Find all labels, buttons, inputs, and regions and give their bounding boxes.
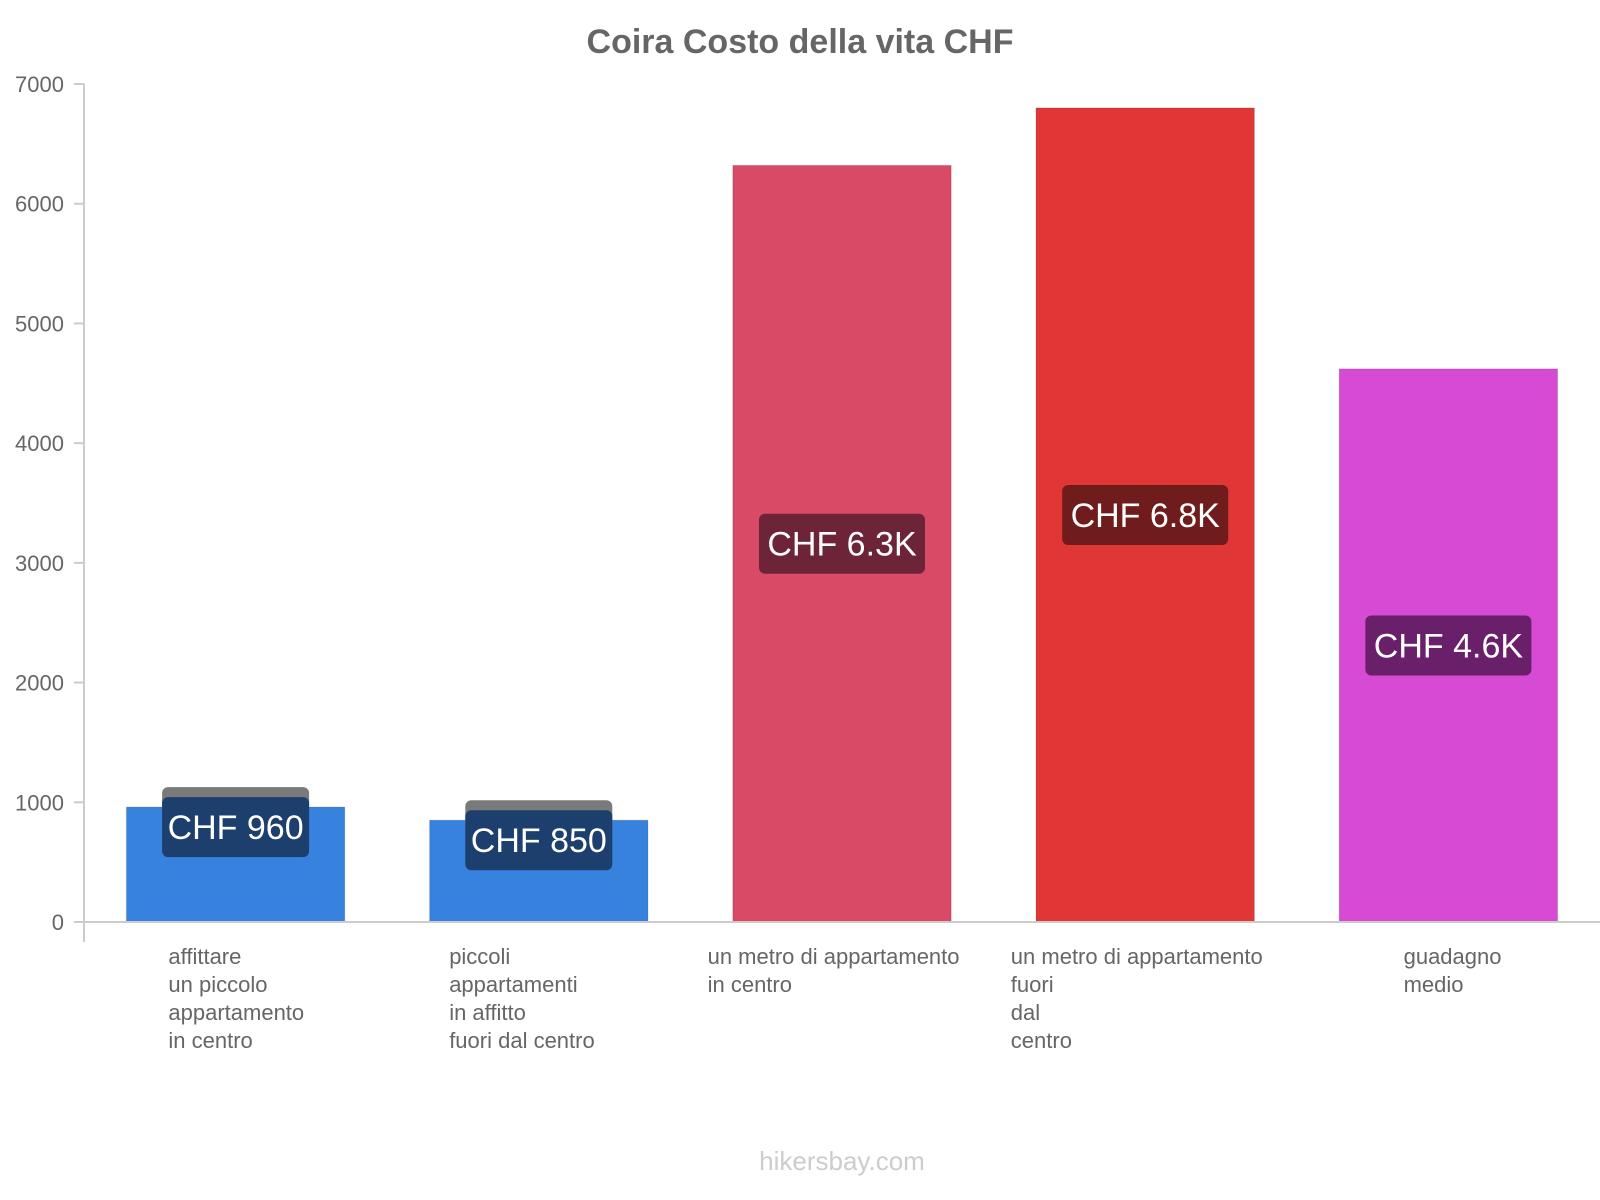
x-tick-label-line: in centro: [168, 1028, 252, 1053]
x-tick-label-line: medio: [1404, 972, 1464, 997]
y-tick-label: 3000: [15, 551, 64, 576]
data-label: CHF 960: [168, 809, 304, 847]
x-tick-label-line: affittare: [168, 944, 241, 969]
chart-title: Coira Costo della vita CHF: [587, 23, 1014, 61]
data-label-box: [162, 797, 310, 858]
data-label: CHF 4.6K: [1374, 627, 1524, 665]
x-tick-label-line: in centro: [708, 972, 792, 997]
x-tick-label-line: appartamenti: [449, 972, 577, 997]
x-tick-label-line: un metro di appartamento: [1011, 944, 1263, 969]
x-tick-label-line: fuori: [1011, 972, 1054, 997]
y-tick-label: 0: [52, 910, 64, 935]
x-tick-label-line: piccoli: [449, 944, 510, 969]
data-label-box: [465, 810, 613, 871]
x-tick-label-line: un piccolo: [168, 972, 267, 997]
x-tick-label: guadagno medio: [1404, 944, 1502, 997]
x-axis: affittare un piccolo appartamento in centro…: [74, 921, 1600, 1053]
x-tick-label-line: dal: [1011, 1000, 1040, 1025]
y-tick-label: 1000: [15, 790, 64, 815]
x-tick-label-line: fuori dal centro: [449, 1028, 595, 1053]
data-label: CHF 6.8K: [1071, 497, 1221, 535]
y-tick-label: 5000: [15, 311, 64, 336]
data-label: CHF 6.3K: [767, 526, 917, 564]
x-tick-label-line: appartamento: [168, 1000, 304, 1025]
x-tick-label: un metro di appartamento fuori dal centro: [1011, 944, 1263, 1053]
x-tick-label-line: centro: [1011, 1028, 1072, 1053]
x-tick-label: un metro di appartamento in centro: [708, 944, 960, 997]
x-tick-label-line: un metro di appartamento: [708, 944, 960, 969]
data-label-box: [1365, 615, 1532, 676]
y-axis: 0 1000 2000 3000 4000 5000 6000 7000: [15, 72, 85, 942]
x-tick-label-line: guadagno: [1404, 944, 1502, 969]
y-tick-label: 2000: [15, 671, 64, 696]
x-tick-label: affittare un piccolo appartamento in centro: [168, 944, 304, 1053]
y-tick-label: 6000: [15, 192, 64, 217]
x-tick-label: piccoli appartamenti in affitto fuori dal c…: [449, 944, 595, 1053]
y-tick-label: 7000: [15, 72, 64, 97]
data-label-box: [759, 513, 925, 574]
bars: CHF 960 CHF 850 CHF 6.3K CHF 6.8K CHF 4.6K: [125, 107, 1559, 923]
x-tick-label-line: in affitto: [449, 1000, 526, 1025]
y-tick-label: 4000: [15, 431, 64, 456]
data-label-box: [1062, 484, 1229, 545]
data-label: CHF 850: [471, 822, 607, 860]
footer-watermark: hikersbay.com: [759, 1146, 925, 1176]
